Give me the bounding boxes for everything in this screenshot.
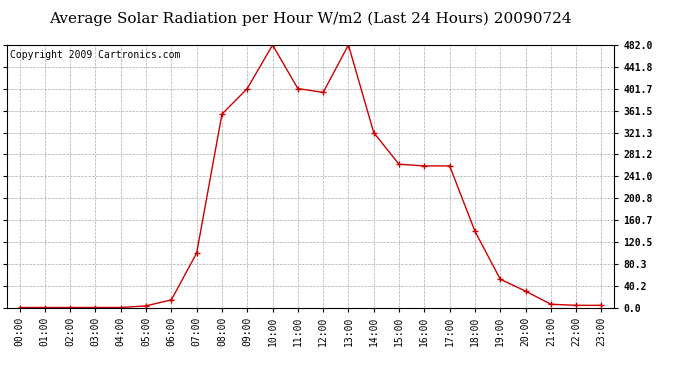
- Text: Copyright 2009 Cartronics.com: Copyright 2009 Cartronics.com: [10, 50, 180, 60]
- Text: Average Solar Radiation per Hour W/m2 (Last 24 Hours) 20090724: Average Solar Radiation per Hour W/m2 (L…: [49, 11, 572, 26]
